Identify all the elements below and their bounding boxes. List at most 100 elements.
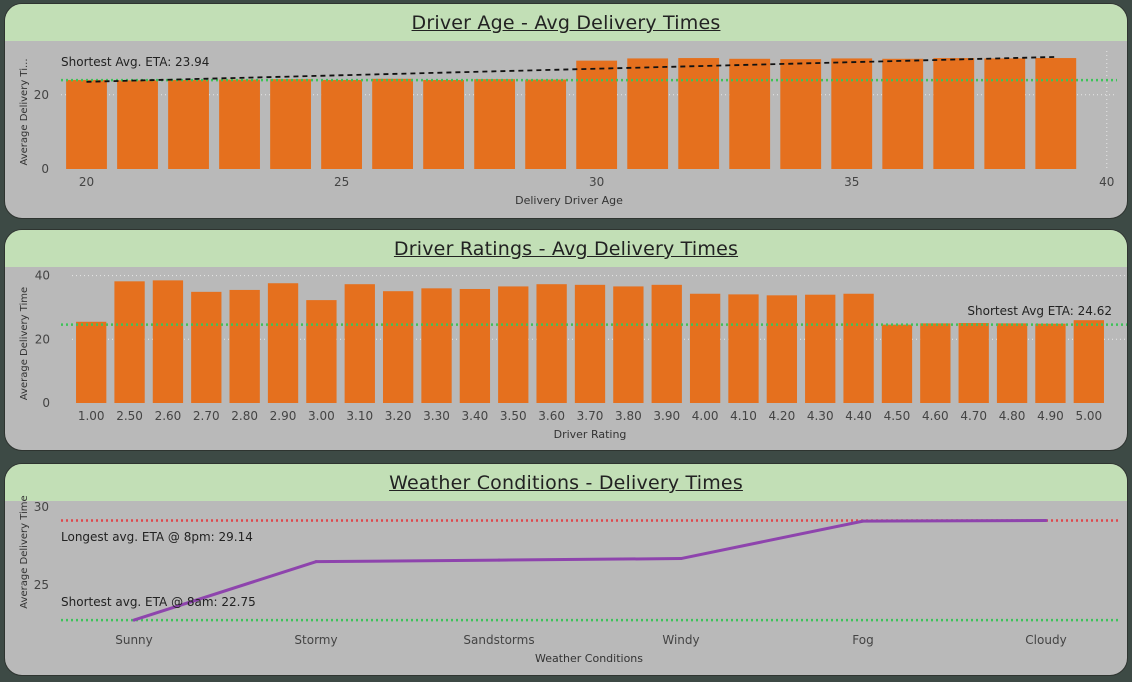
- bar: [882, 58, 924, 170]
- driver-ratings-title: Driver Ratings - Avg Delivery Times: [393, 238, 739, 260]
- x-tick-label: 30: [589, 175, 604, 189]
- driver-age-title: Driver Age - Avg Delivery Times: [411, 12, 721, 34]
- x-tick-label: 4.90: [1037, 409, 1064, 423]
- x-tick-label: 2.60: [155, 409, 182, 423]
- bar: [536, 284, 567, 403]
- reference-annotation: Shortest Avg. ETA: 23.94: [61, 55, 209, 69]
- x-tick-label: 4.00: [692, 409, 719, 423]
- y-tick-label: 30: [34, 500, 49, 514]
- bar: [372, 78, 413, 169]
- x-axis-label: Weather Conditions: [535, 652, 643, 665]
- x-tick-label: 4.10: [730, 409, 757, 423]
- y-axis-label: Average Delivery Ti...: [19, 58, 30, 165]
- y-axis-label: Average Delivery Time: [19, 495, 30, 608]
- y-tick-label: 20: [34, 88, 49, 102]
- x-tick-label: 25: [334, 175, 349, 189]
- min-annotation: Shortest avg. ETA @ 8am: 22.75: [61, 595, 256, 609]
- bar: [728, 294, 759, 403]
- bar: [678, 58, 720, 169]
- weather-panel: Weather Conditions - Delivery Times 25 30…: [4, 463, 1128, 676]
- bar: [984, 58, 1026, 169]
- x-tick-label: Fog: [852, 633, 873, 647]
- x-tick-label: 20: [79, 175, 94, 189]
- x-axis-label: Driver Rating: [554, 428, 627, 441]
- bar: [267, 283, 299, 403]
- x-tick-label: Stormy: [294, 633, 337, 647]
- data-point: [861, 519, 865, 523]
- bar: [574, 284, 606, 403]
- bar: [168, 79, 209, 169]
- x-tick-label: 35: [844, 175, 859, 189]
- bar: [191, 291, 222, 403]
- driver-age-chart: 0 20 20 25 30 35 40 Shortest Avg. ETA: 23.94 Del…: [19, 51, 1117, 207]
- x-tick-label: 3.70: [577, 409, 604, 423]
- data-point: [314, 560, 318, 564]
- bar: [382, 291, 414, 403]
- bar: [525, 79, 567, 169]
- bar: [219, 79, 260, 169]
- x-tick-label: 2.80: [231, 409, 258, 423]
- x-tick-label: 1.00: [78, 409, 105, 423]
- x-tick-label: 4.30: [807, 409, 834, 423]
- series-line: [133, 519, 1047, 622]
- x-tick-label: 3.60: [538, 409, 565, 423]
- bar: [498, 286, 529, 403]
- x-tick-label: 40: [1099, 175, 1114, 189]
- bar: [613, 286, 644, 403]
- bar: [805, 294, 836, 403]
- data-point: [132, 618, 136, 622]
- x-tick-label: 2.50: [116, 409, 143, 423]
- bar: [651, 284, 682, 403]
- bar: [933, 58, 975, 169]
- bar: [474, 79, 516, 169]
- y-tick-label: 20: [35, 332, 50, 346]
- x-tick-label: 3.00: [308, 409, 335, 423]
- y-axis-label: Average Delivery Time: [19, 287, 30, 400]
- bar: [627, 58, 669, 169]
- x-tick-label: 3.10: [346, 409, 373, 423]
- x-tick-label: 4.70: [960, 409, 987, 423]
- x-axis-label: Delivery Driver Age: [515, 194, 623, 207]
- driver-ratings-panel: Driver Ratings - Avg Delivery Times 1.00…: [4, 229, 1128, 451]
- bar: [114, 281, 145, 403]
- bar: [1035, 323, 1066, 403]
- x-tick-label: 4.50: [884, 409, 911, 423]
- data-point: [497, 558, 501, 562]
- x-tick-label: 3.80: [615, 409, 642, 423]
- x-tick-label: 3.50: [500, 409, 527, 423]
- bar: [152, 280, 184, 403]
- bar: [459, 288, 491, 403]
- bar: [920, 323, 951, 403]
- x-tick-label: 4.80: [999, 409, 1026, 423]
- data-point: [679, 557, 683, 561]
- bar: [344, 284, 375, 403]
- reference-annotation: Shortest Avg ETA: 24.62: [967, 304, 1112, 318]
- x-tick-label: 4.60: [922, 409, 949, 423]
- bar: [270, 79, 311, 169]
- x-tick-label: 3.40: [462, 409, 489, 423]
- driver-age-title-bar: Driver Age - Avg Delivery Times: [5, 4, 1127, 41]
- bar: [729, 58, 771, 170]
- x-tick-label: 2.70: [193, 409, 220, 423]
- bar: [780, 59, 822, 169]
- x-tick-label: 2.90: [270, 409, 297, 423]
- bar: [958, 323, 989, 403]
- bar: [117, 80, 158, 169]
- x-tick-label: 5.00: [1075, 409, 1102, 423]
- bar: [881, 324, 913, 403]
- max-annotation: Longest avg. ETA @ 8pm: 29.14: [61, 530, 253, 544]
- driver-ratings-title-bar: Driver Ratings - Avg Delivery Times: [5, 230, 1127, 267]
- x-tick-label: Windy: [662, 633, 699, 647]
- bar: [843, 293, 874, 403]
- x-tick-label: Sunny: [115, 633, 153, 647]
- bar: [306, 300, 337, 403]
- weather-title-bar: Weather Conditions - Delivery Times: [5, 464, 1127, 501]
- bar: [766, 295, 798, 403]
- driver-ratings-chart: 1.00 2.50 2.60 2.70 2.80 2.90 3.00 3.10 3.20 3.30…: [19, 269, 1127, 441]
- bar: [321, 79, 362, 169]
- weather-title: Weather Conditions - Delivery Times: [389, 472, 743, 494]
- x-tick-label: 4.20: [768, 409, 795, 423]
- bar: [831, 58, 873, 169]
- x-tick-label: 3.90: [653, 409, 680, 423]
- x-tick-label: 3.30: [423, 409, 450, 423]
